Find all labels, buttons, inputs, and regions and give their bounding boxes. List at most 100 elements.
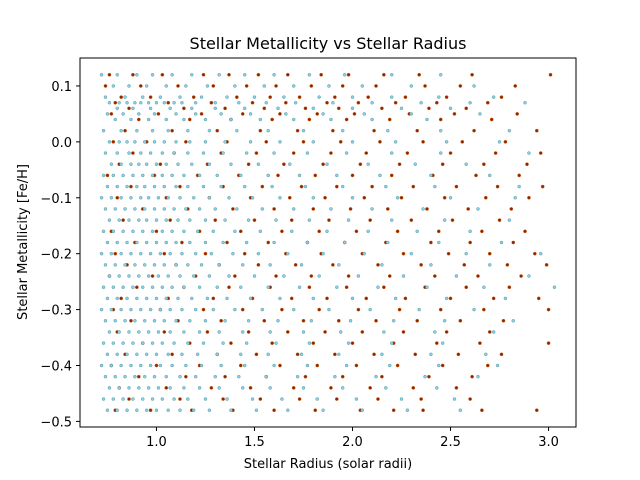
data-point <box>115 106 119 111</box>
data-point <box>309 319 314 323</box>
data-point <box>495 184 500 189</box>
data-point <box>133 319 137 323</box>
x-tick-label: 1.5 <box>244 435 265 450</box>
data-point <box>229 162 233 166</box>
data-point <box>234 95 239 99</box>
data-point <box>176 84 180 88</box>
data-point <box>264 100 268 105</box>
data-point <box>209 100 214 105</box>
data-point <box>203 319 208 323</box>
data-point <box>401 274 406 278</box>
data-point <box>119 307 123 312</box>
data-point <box>140 397 145 401</box>
data-point <box>272 151 276 155</box>
data-point <box>201 72 206 77</box>
data-point <box>331 100 335 105</box>
data-point <box>456 352 461 357</box>
data-point <box>442 195 447 200</box>
data-point <box>201 151 206 155</box>
data-point <box>164 296 169 301</box>
data-point <box>325 100 329 105</box>
data-point <box>178 274 182 278</box>
data-point <box>442 319 447 323</box>
data-point <box>160 229 165 234</box>
data-point <box>215 352 219 357</box>
data-point <box>121 173 125 178</box>
data-point <box>311 341 316 345</box>
data-point <box>246 330 251 334</box>
data-point <box>313 408 318 413</box>
data-point <box>180 307 184 312</box>
data-point <box>117 140 121 144</box>
data-point <box>329 386 333 390</box>
data-point <box>115 184 119 189</box>
data-point <box>117 330 121 334</box>
data-point <box>482 162 486 167</box>
data-point <box>352 112 357 116</box>
data-point <box>211 296 216 301</box>
data-point <box>233 229 237 234</box>
data-point <box>168 106 172 111</box>
data-point <box>109 363 114 368</box>
data-point <box>190 162 194 166</box>
data-point <box>282 162 286 167</box>
data-point <box>254 352 259 357</box>
data-point <box>101 173 106 178</box>
data-point <box>497 140 502 144</box>
data-point <box>107 274 112 278</box>
data-point <box>327 307 331 312</box>
data-point <box>144 84 149 88</box>
data-point <box>193 307 198 312</box>
data-point <box>291 386 296 390</box>
data-point <box>389 173 394 178</box>
data-point <box>162 330 167 334</box>
data-point <box>119 251 123 256</box>
data-point <box>417 307 421 312</box>
data-point <box>254 151 259 155</box>
data-point <box>301 386 306 390</box>
data-point <box>360 408 365 412</box>
data-point <box>172 151 176 155</box>
data-point <box>509 207 514 211</box>
data-point <box>497 218 502 222</box>
data-point <box>109 112 114 116</box>
data-point <box>142 207 147 211</box>
data-point <box>99 73 104 77</box>
data-point <box>252 274 257 278</box>
data-point <box>213 100 218 105</box>
data-point <box>193 112 198 116</box>
data-point <box>295 128 300 133</box>
data-point <box>139 363 143 368</box>
data-point <box>205 84 210 88</box>
data-point <box>144 218 149 222</box>
data-point <box>125 296 129 301</box>
data-point <box>483 195 488 200</box>
data-point <box>380 263 384 267</box>
data-point <box>470 72 474 77</box>
data-point <box>172 100 176 105</box>
data-point <box>103 95 108 99</box>
data-point <box>121 285 125 289</box>
data-point <box>499 352 504 357</box>
data-point <box>262 318 267 323</box>
data-point <box>133 263 137 267</box>
data-point <box>301 330 306 334</box>
data-point <box>139 251 143 256</box>
data-point <box>148 307 153 312</box>
data-point <box>101 229 106 234</box>
data-point <box>409 251 414 256</box>
data-point <box>435 386 439 390</box>
data-point <box>409 218 414 222</box>
data-point <box>117 386 121 390</box>
data-point <box>421 140 425 144</box>
data-point <box>358 162 363 167</box>
data-point <box>280 229 284 234</box>
data-point <box>156 330 161 334</box>
data-point <box>388 363 392 368</box>
data-point <box>448 151 453 155</box>
data-point <box>421 207 425 211</box>
data-point <box>197 285 202 289</box>
data-point <box>438 307 443 312</box>
data-point <box>305 151 310 155</box>
data-point <box>311 196 316 200</box>
